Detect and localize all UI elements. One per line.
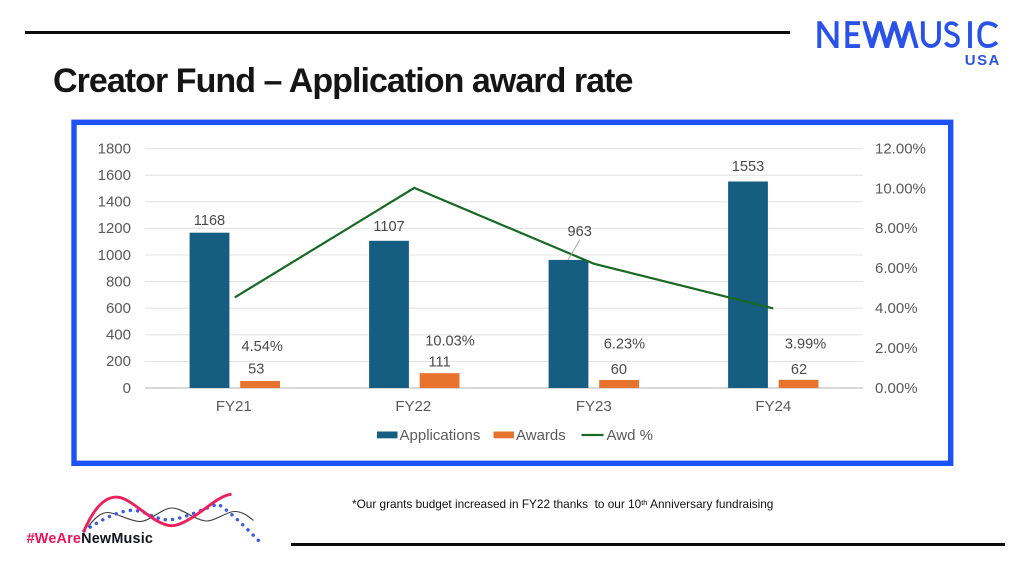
svg-text:Awards: Awards [516, 427, 566, 444]
svg-text:400: 400 [106, 327, 131, 344]
svg-text:Awd %: Awd % [607, 427, 653, 444]
svg-text:1168: 1168 [194, 213, 225, 229]
svg-text:1553: 1553 [732, 159, 764, 175]
svg-text:1200: 1200 [98, 220, 131, 237]
svg-text:0: 0 [123, 380, 131, 397]
svg-text:800: 800 [106, 273, 131, 290]
svg-text:10.00%: 10.00% [875, 180, 926, 197]
svg-text:FY22: FY22 [395, 398, 431, 415]
svg-text:111: 111 [429, 355, 451, 371]
svg-text:53: 53 [248, 361, 264, 377]
svg-text:0.00%: 0.00% [875, 380, 918, 397]
svg-text:USA: USA [965, 52, 1001, 69]
svg-text:1000: 1000 [98, 247, 131, 264]
svg-text:60: 60 [611, 362, 627, 378]
svg-text:6.23%: 6.23% [604, 336, 645, 352]
svg-text:FY23: FY23 [576, 398, 612, 415]
svg-text:4.54%: 4.54% [242, 339, 283, 355]
svg-text:10.03%: 10.03% [425, 334, 475, 350]
svg-text:963: 963 [568, 224, 592, 240]
svg-text:3.99%: 3.99% [785, 336, 826, 352]
svg-text:62: 62 [791, 362, 807, 378]
svg-text:Applications: Applications [400, 427, 481, 444]
svg-text:FY21: FY21 [216, 398, 252, 415]
svg-text:8.00%: 8.00% [875, 220, 918, 237]
svg-text:200: 200 [106, 353, 131, 370]
svg-text:12.00%: 12.00% [875, 140, 926, 157]
svg-text:1600: 1600 [98, 167, 131, 184]
svg-text:1800: 1800 [98, 140, 131, 157]
svg-text:600: 600 [106, 300, 131, 317]
svg-text:1107: 1107 [373, 219, 404, 235]
svg-text:1400: 1400 [98, 194, 131, 211]
svg-text:2.00%: 2.00% [875, 340, 918, 357]
svg-text:6.00%: 6.00% [875, 260, 918, 277]
svg-text:4.00%: 4.00% [875, 300, 918, 317]
svg-text:FY24: FY24 [755, 398, 791, 415]
